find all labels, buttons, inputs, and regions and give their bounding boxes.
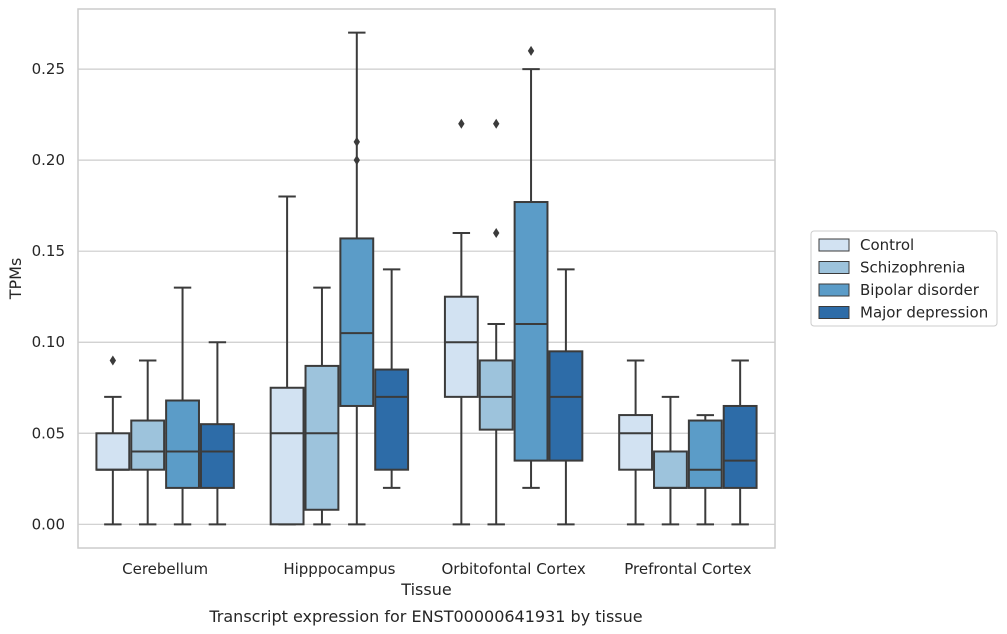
- box-major-depression: [722, 359, 758, 526]
- box-iqr: [513, 201, 549, 462]
- outlier-point: [493, 118, 500, 129]
- box-major-depression: [374, 268, 410, 489]
- legend-label: Control: [860, 236, 914, 254]
- box-iqr: [304, 364, 340, 511]
- outlier-point: [458, 118, 465, 129]
- chart-caption: Transcript expression for ENST0000064193…: [208, 607, 642, 626]
- legend-swatch: [818, 306, 850, 319]
- legend-label: Schizophrenia: [860, 259, 965, 277]
- y-axis-title: TPMs: [6, 258, 25, 301]
- box-series: [95, 31, 758, 526]
- outlier-point: [527, 45, 535, 56]
- y-axis-ticks: 0.00 0.05 0.10 0.15 0.20 0.25: [32, 60, 65, 533]
- x-axis-title: Tissue: [400, 580, 451, 599]
- box-schizophrenia: [304, 286, 340, 526]
- y-tick-label: 0.15: [32, 242, 65, 260]
- box-schizophrenia: [130, 359, 166, 526]
- x-tick-label: Prefrontal Cortex: [624, 560, 751, 578]
- box-iqr: [618, 414, 654, 471]
- legend-label: Major depression: [860, 304, 988, 322]
- box-bipolar-disorder: [339, 31, 375, 526]
- box-major-depression: [199, 341, 235, 526]
- box-iqr: [165, 399, 200, 489]
- box-control: [95, 355, 131, 526]
- y-tick-label: 0.10: [32, 333, 65, 351]
- box-iqr: [478, 359, 514, 431]
- x-tick-label: Orbitofontal Cortex: [442, 560, 586, 578]
- box-control: [443, 118, 479, 526]
- box-iqr: [722, 404, 758, 489]
- legend-swatch: [818, 283, 850, 297]
- box-iqr: [653, 450, 688, 489]
- box-iqr: [130, 419, 166, 471]
- legend: Control Schizophrenia Bipolar disorder Majo…: [810, 230, 998, 327]
- box-major-depression: [548, 268, 584, 526]
- outlier-point: [353, 155, 360, 166]
- box-iqr: [443, 295, 479, 398]
- box-iqr: [687, 419, 723, 489]
- box-schizophrenia: [653, 395, 688, 526]
- box-iqr: [548, 350, 584, 462]
- y-tick-label: 0.25: [32, 60, 65, 78]
- box-bipolar-disorder: [165, 286, 200, 526]
- legend-swatch: [818, 261, 850, 274]
- outlier-point: [109, 355, 117, 366]
- x-axis-ticks: Cerebellum Hipppocampus Orbitofontal Corte…: [122, 560, 751, 578]
- x-tick-label: Hipppocampus: [283, 560, 395, 578]
- legend-frame: [810, 230, 998, 327]
- box-iqr: [95, 432, 131, 471]
- plot-frame: [77, 8, 776, 549]
- y-tick-label: 0.20: [32, 151, 65, 169]
- outlier-point: [493, 227, 500, 238]
- box-iqr: [339, 237, 375, 407]
- legend-label: Bipolar disorder: [860, 281, 980, 299]
- box-iqr: [199, 423, 235, 489]
- box-control: [269, 195, 305, 526]
- box-bipolar-disorder: [513, 45, 549, 489]
- y-tick-label: 0.05: [32, 424, 65, 442]
- box-control: [618, 359, 654, 526]
- box-bipolar-disorder: [687, 414, 723, 526]
- box-iqr: [269, 386, 305, 526]
- legend-swatch: [818, 238, 850, 252]
- y-tick-label: 0.00: [32, 515, 65, 533]
- x-tick-label: Cerebellum: [122, 560, 208, 578]
- outlier-point: [353, 136, 360, 147]
- box-iqr: [374, 368, 410, 471]
- box-schizophrenia: [478, 118, 514, 526]
